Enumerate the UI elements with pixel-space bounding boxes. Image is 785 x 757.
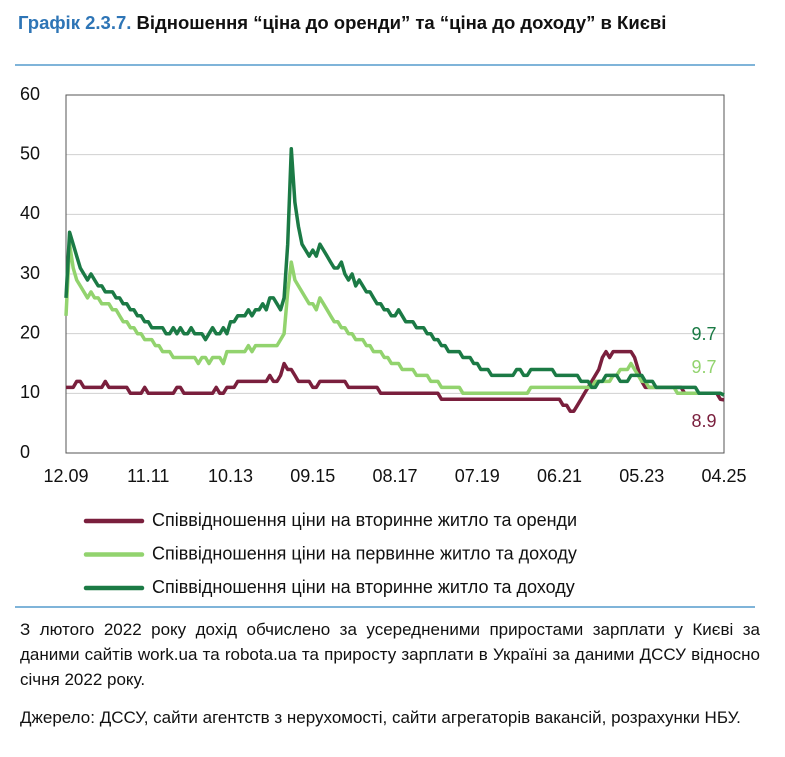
legend-label: Співвідношення ціни на вторинне житло та… — [152, 510, 577, 530]
x-tick-label: 09.15 — [290, 466, 335, 486]
x-tick-label: 05.23 — [619, 466, 664, 486]
source: Джерело: ДССУ, сайти агентств з нерухомо… — [20, 708, 741, 727]
x-tick-label: 07.19 — [455, 466, 500, 486]
end-value-label: 9.7 — [691, 357, 716, 377]
x-tick-label: 08.17 — [372, 466, 417, 486]
series-line — [64, 146, 725, 397]
note: З лютого 2022 року дохід обчислено за ус… — [20, 620, 760, 689]
x-tick-label: 11.11 — [127, 466, 169, 486]
y-tick-label: 20 — [20, 322, 40, 342]
y-tick-label: 30 — [20, 263, 40, 283]
end-value-label: 8.9 — [691, 411, 716, 431]
x-tick-label: 06.21 — [537, 466, 582, 486]
y-tick-label: 60 — [20, 84, 40, 104]
chart: 0 10 20 30 40 50 60 12.09 11.11 10.13 09.15 08.17 07… — [20, 84, 747, 597]
figure-label: Графік 2.3.7. — [18, 12, 132, 33]
y-tick-label: 10 — [20, 382, 40, 402]
series-line — [66, 349, 725, 413]
series-line — [64, 242, 725, 397]
y-tick-label: 0 — [20, 442, 30, 462]
legend-label: Співвідношення ціни на вторинне житло та… — [152, 577, 575, 597]
y-tick-label: 40 — [20, 203, 40, 223]
end-value-label: 9.7 — [691, 324, 716, 344]
y-tick-label: 50 — [20, 143, 40, 163]
chart-title: Відношення “ціна до оренди” та “ціна до … — [136, 12, 667, 33]
x-tick-label: 04.25 — [701, 466, 746, 486]
legend-label: Співвідношення ціни на первинне житло та… — [152, 543, 577, 563]
rule — [15, 606, 755, 608]
x-tick-label: 10.13 — [208, 466, 253, 486]
rule — [15, 64, 755, 66]
title-block: Графік 2.3.7. Відношення “ціна до оренди… — [18, 10, 758, 35]
x-tick-label: 12.09 — [43, 466, 88, 486]
